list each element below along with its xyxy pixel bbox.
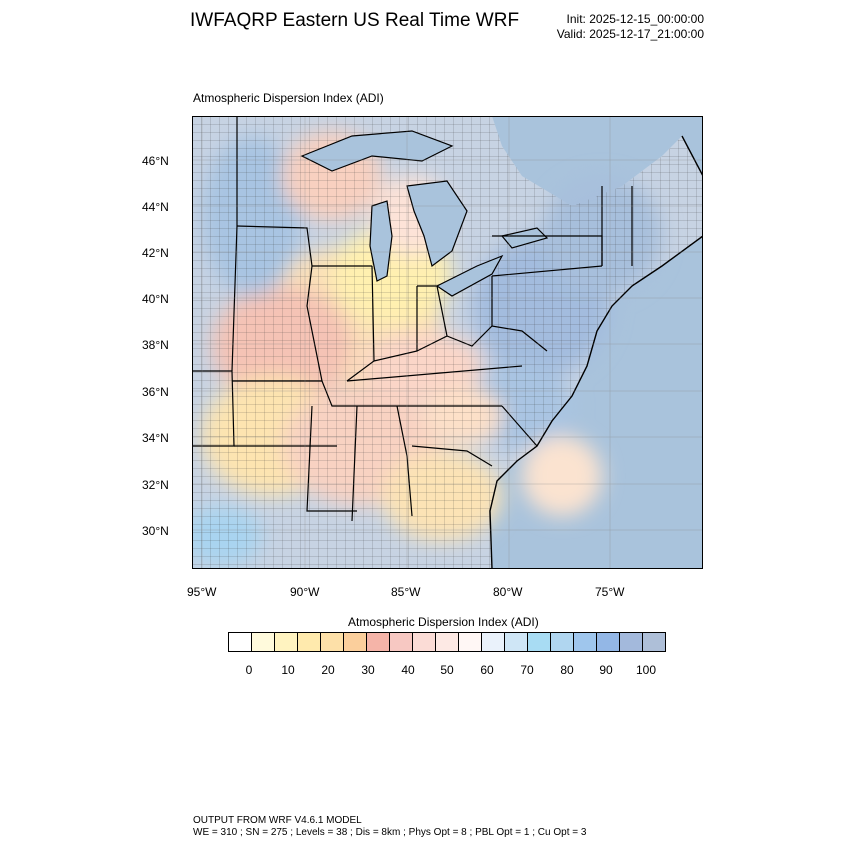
colorbar-tick-label: 50 xyxy=(440,663,454,677)
model-info-line2: WE = 310 ; SN = 275 ; Levels = 38 ; Dis … xyxy=(193,827,587,838)
lat-label: 40°N xyxy=(142,292,169,306)
colorbar-cell xyxy=(298,633,321,651)
colorbar-cell xyxy=(643,633,665,651)
lake-erie xyxy=(435,254,504,297)
county-boundaries xyxy=(192,116,703,569)
lat-label: 34°N xyxy=(142,431,169,445)
lon-label: 95°W xyxy=(187,585,217,599)
graticule xyxy=(192,116,703,569)
lat-label: 30°N xyxy=(142,524,169,538)
lake-huron xyxy=(406,180,468,268)
lat-label: 44°N xyxy=(142,200,169,214)
lat-label: 42°N xyxy=(142,246,169,260)
lon-label: 75°W xyxy=(595,585,625,599)
lat-label: 38°N xyxy=(142,338,169,352)
map-frame xyxy=(192,116,703,569)
colorbar-cell xyxy=(528,633,551,651)
colorbar-cell xyxy=(275,633,298,651)
colorbar-cell xyxy=(367,633,390,651)
colorbar-tick-label: 60 xyxy=(480,663,494,677)
colorbar-cell xyxy=(390,633,413,651)
colorbar-tick-label: 30 xyxy=(361,663,375,677)
lon-label: 90°W xyxy=(290,585,320,599)
colorbar-tick-label: 10 xyxy=(281,663,295,677)
lon-label: 80°W xyxy=(493,585,523,599)
adi-map xyxy=(192,116,703,569)
lon-label: 85°W xyxy=(391,585,421,599)
colorbar-tick-label: 80 xyxy=(560,663,574,677)
lake-michigan xyxy=(369,200,393,282)
lake-superior xyxy=(300,130,454,172)
colorbar-tick-label: 20 xyxy=(321,663,335,677)
lake-ontario xyxy=(500,227,549,249)
colorbar-cell xyxy=(459,633,482,651)
colorbar-cell xyxy=(597,633,620,651)
lat-label: 32°N xyxy=(142,478,169,492)
colorbar-cell xyxy=(229,633,252,651)
colorbar-tick-label: 40 xyxy=(401,663,415,677)
plot-field-label: Atmospheric Dispersion Index (ADI) xyxy=(193,91,384,105)
colorbar-tick-label: 90 xyxy=(599,663,613,677)
coastline xyxy=(489,135,703,569)
lat-label: 46°N xyxy=(142,154,169,168)
colorbar-cell xyxy=(252,633,275,651)
colorbar-cell xyxy=(321,633,344,651)
colorbar xyxy=(228,632,666,652)
colorbar-cell xyxy=(344,633,367,651)
colorbar-tick-label: 70 xyxy=(520,663,534,677)
colorbar-cell xyxy=(574,633,597,651)
model-info-line1: OUTPUT FROM WRF V4.6.1 MODEL xyxy=(193,815,362,826)
colorbar-cell xyxy=(551,633,574,651)
colorbar-tick-label: 100 xyxy=(635,663,657,677)
colorbar-cell xyxy=(413,633,436,651)
colorbar-cell xyxy=(620,633,643,651)
lat-label: 36°N xyxy=(142,385,169,399)
valid-time: Valid: 2025-12-17_21:00:00 xyxy=(556,27,704,41)
page-title: IWFAQRP Eastern US Real Time WRF xyxy=(190,10,520,31)
colorbar-tick-label: 0 xyxy=(245,663,253,677)
colorbar-cell xyxy=(505,633,528,651)
colorbar-cell xyxy=(436,633,459,651)
colorbar-title: Atmospheric Dispersion Index (ADI) xyxy=(348,615,539,629)
colorbar-cell xyxy=(482,633,505,651)
init-time: Init: 2025-12-15_00:00:00 xyxy=(566,12,704,26)
state-borders xyxy=(192,116,633,522)
